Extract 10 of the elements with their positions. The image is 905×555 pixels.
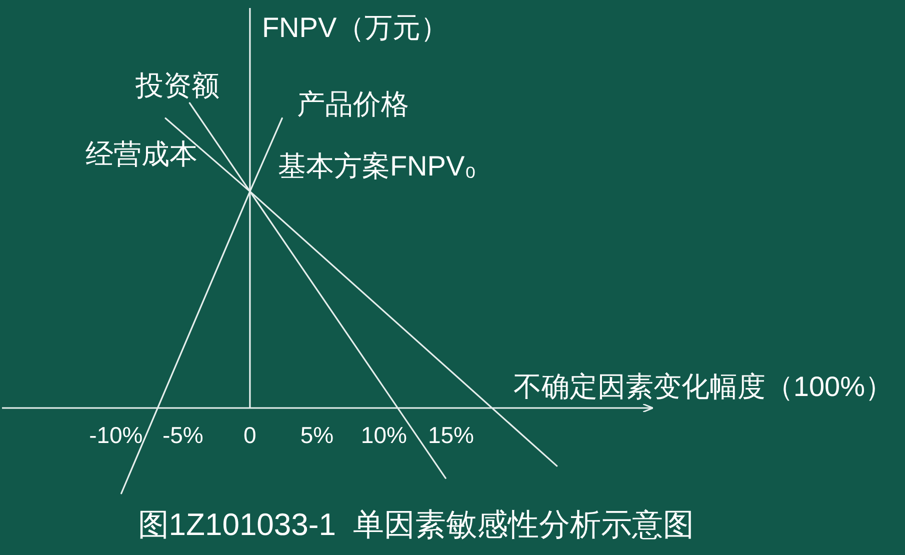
y-axis-title: FNPV（万元）	[262, 12, 449, 43]
x-tick-label: -10%	[89, 422, 143, 448]
caption: 图1Z101033-1 单因素敏感性分析示意图	[138, 507, 694, 542]
x-tick-label: -5%	[162, 422, 204, 448]
x-tick-label: 5%	[300, 422, 334, 448]
x-tick-label: 10%	[360, 422, 407, 448]
annotation: 基本方案FNPV₀	[278, 150, 476, 182]
x-axis-title: 不确定因素变化幅度（100%）	[513, 371, 893, 402]
x-tick-label: 0	[244, 422, 256, 448]
x-tick-label: 15%	[428, 422, 474, 448]
